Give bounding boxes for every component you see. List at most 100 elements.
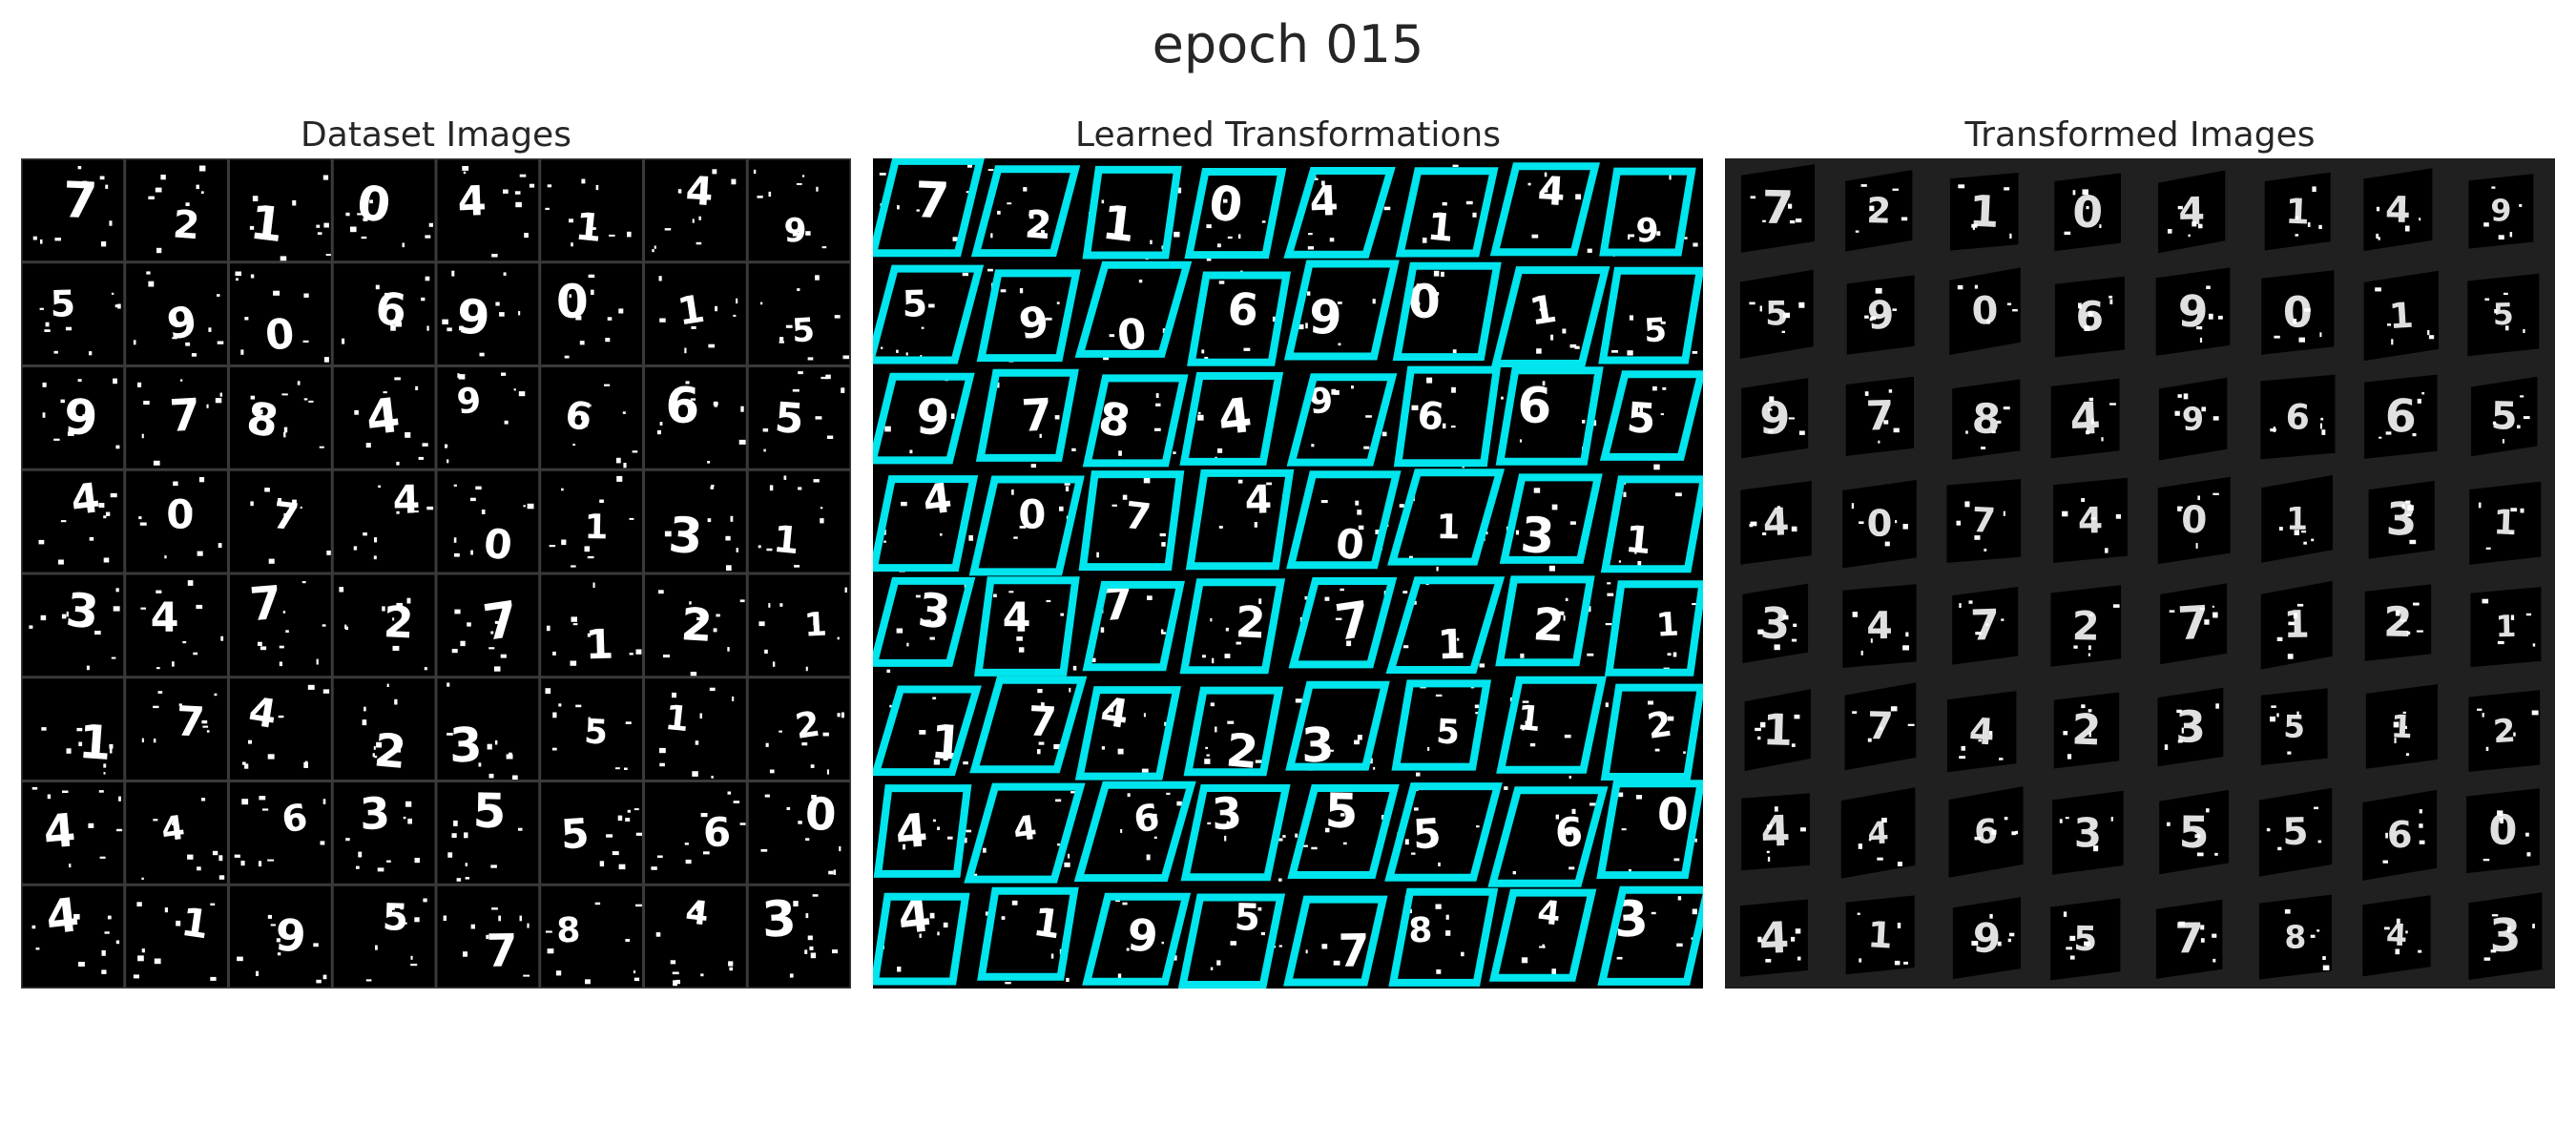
digit-glyph: 6	[1225, 282, 1260, 337]
noise-speck	[1557, 611, 1565, 615]
noise-speck	[488, 773, 494, 779]
image-tile: 3	[29, 583, 120, 671]
digit-glyph: 8	[556, 911, 582, 951]
noise-speck	[164, 555, 167, 559]
noise-speck	[53, 350, 58, 354]
noise-speck	[2307, 222, 2311, 227]
noise-speck	[2419, 840, 2425, 844]
noise-speck	[2276, 713, 2279, 718]
digit-glyph: 9	[1972, 914, 2002, 962]
noise-speck	[1870, 316, 1877, 321]
digit-glyph: 0	[1971, 289, 1999, 334]
transformed-tile: 2	[2364, 584, 2432, 661]
digit-glyph: 4	[2068, 392, 2101, 445]
noise-speck	[733, 314, 737, 317]
noise-speck	[1005, 982, 1011, 985]
transform-tile: 1	[873, 685, 982, 777]
transformed-tile: 1	[2469, 481, 2542, 565]
noise-speck	[277, 952, 281, 956]
noise-speck	[2295, 234, 2299, 237]
digit-glyph: 0	[166, 490, 195, 538]
noise-speck	[153, 739, 156, 743]
noise-speck	[764, 794, 770, 798]
noise-speck	[2405, 753, 2410, 757]
noise-speck	[2109, 299, 2113, 304]
noise-speck	[983, 847, 987, 853]
noise-speck	[985, 911, 990, 916]
noise-speck	[316, 979, 322, 984]
noise-speck	[365, 979, 372, 982]
transform-outline	[968, 475, 1085, 576]
noise-speck	[572, 444, 575, 447]
noise-speck	[486, 934, 489, 940]
noise-speck	[1797, 956, 1801, 961]
transform-outline	[1179, 578, 1286, 675]
image-tile: 2	[362, 683, 408, 780]
noise-speck	[1988, 731, 1993, 736]
noise-speck	[2303, 541, 2307, 545]
noise-speck	[1623, 491, 1627, 497]
transformed-tile-shape	[1842, 480, 1917, 569]
noise-speck	[1662, 386, 1667, 390]
image-tile: 5	[545, 688, 632, 770]
image-tile: 1	[659, 687, 735, 779]
noise-speck	[1236, 641, 1241, 645]
noise-speck	[282, 611, 286, 614]
noise-speck	[1337, 302, 1342, 304]
noise-speck	[1892, 308, 1897, 311]
noise-speck	[1210, 702, 1215, 707]
noise-speck	[1800, 827, 1806, 832]
noise-speck	[689, 304, 692, 309]
transformed-tile: 5	[2467, 273, 2540, 357]
noise-speck	[1860, 650, 1863, 656]
noise-speck	[811, 795, 817, 800]
noise-speck	[2063, 731, 2068, 736]
noise-speck	[764, 649, 768, 654]
noise-speck	[267, 914, 272, 919]
noise-speck	[2412, 433, 2417, 437]
noise-speck	[1544, 188, 1548, 193]
digit-glyph: 9	[455, 289, 491, 346]
noise-speck	[504, 420, 509, 425]
noise-speck	[1101, 746, 1105, 750]
noise-speck	[2503, 292, 2508, 295]
noise-speck	[1677, 896, 1682, 901]
image-tile: 9	[237, 908, 327, 984]
noise-speck	[1989, 913, 1993, 919]
noise-speck	[1197, 414, 1204, 421]
panel-title-dataset: Dataset Images	[301, 115, 571, 155]
noise-speck	[1258, 598, 1262, 605]
noise-speck	[499, 312, 505, 317]
figure-title: epoch 015	[1152, 14, 1424, 74]
noise-speck	[148, 196, 155, 199]
transform-outline	[1187, 271, 1292, 366]
transformed-tile: 1	[2260, 580, 2333, 670]
transform-outline	[1078, 470, 1185, 572]
noise-speck	[1153, 836, 1157, 839]
transformed-tile: 3	[2052, 790, 2124, 875]
noise-speck	[588, 717, 591, 723]
transformed-images-grid: 7 2 1 0 4 1 4 95 9 0 6 9 0 1 59 7 8 4 9 6 6 54 0 7 4 0 1 3 13 4 7 2 7 1 2 1…	[1725, 158, 2555, 989]
noise-speck	[2419, 218, 2421, 221]
noise-speck	[2099, 224, 2102, 228]
image-tile: 4	[652, 168, 737, 253]
transform-tile: 1	[1385, 576, 1506, 674]
noise-speck	[2395, 948, 2400, 955]
noise-speck	[672, 971, 679, 975]
digit-glyph: 9	[455, 379, 484, 423]
noise-speck	[1902, 645, 1909, 651]
digit-glyph: 2	[372, 723, 408, 780]
noise-speck	[1069, 687, 1071, 693]
transform-tile: 5	[1598, 266, 1703, 364]
noise-speck	[2201, 406, 2206, 412]
noise-speck	[588, 274, 595, 279]
noise-speck	[519, 915, 522, 922]
noise-speck	[172, 661, 175, 667]
noise-speck	[656, 429, 661, 435]
transformed-tile: 2	[2050, 585, 2122, 667]
noise-speck	[503, 272, 507, 276]
noise-speck	[1776, 506, 1781, 510]
transform-outline	[1600, 683, 1703, 781]
noise-speck	[585, 979, 591, 985]
transform-tile: 1	[1604, 580, 1703, 677]
